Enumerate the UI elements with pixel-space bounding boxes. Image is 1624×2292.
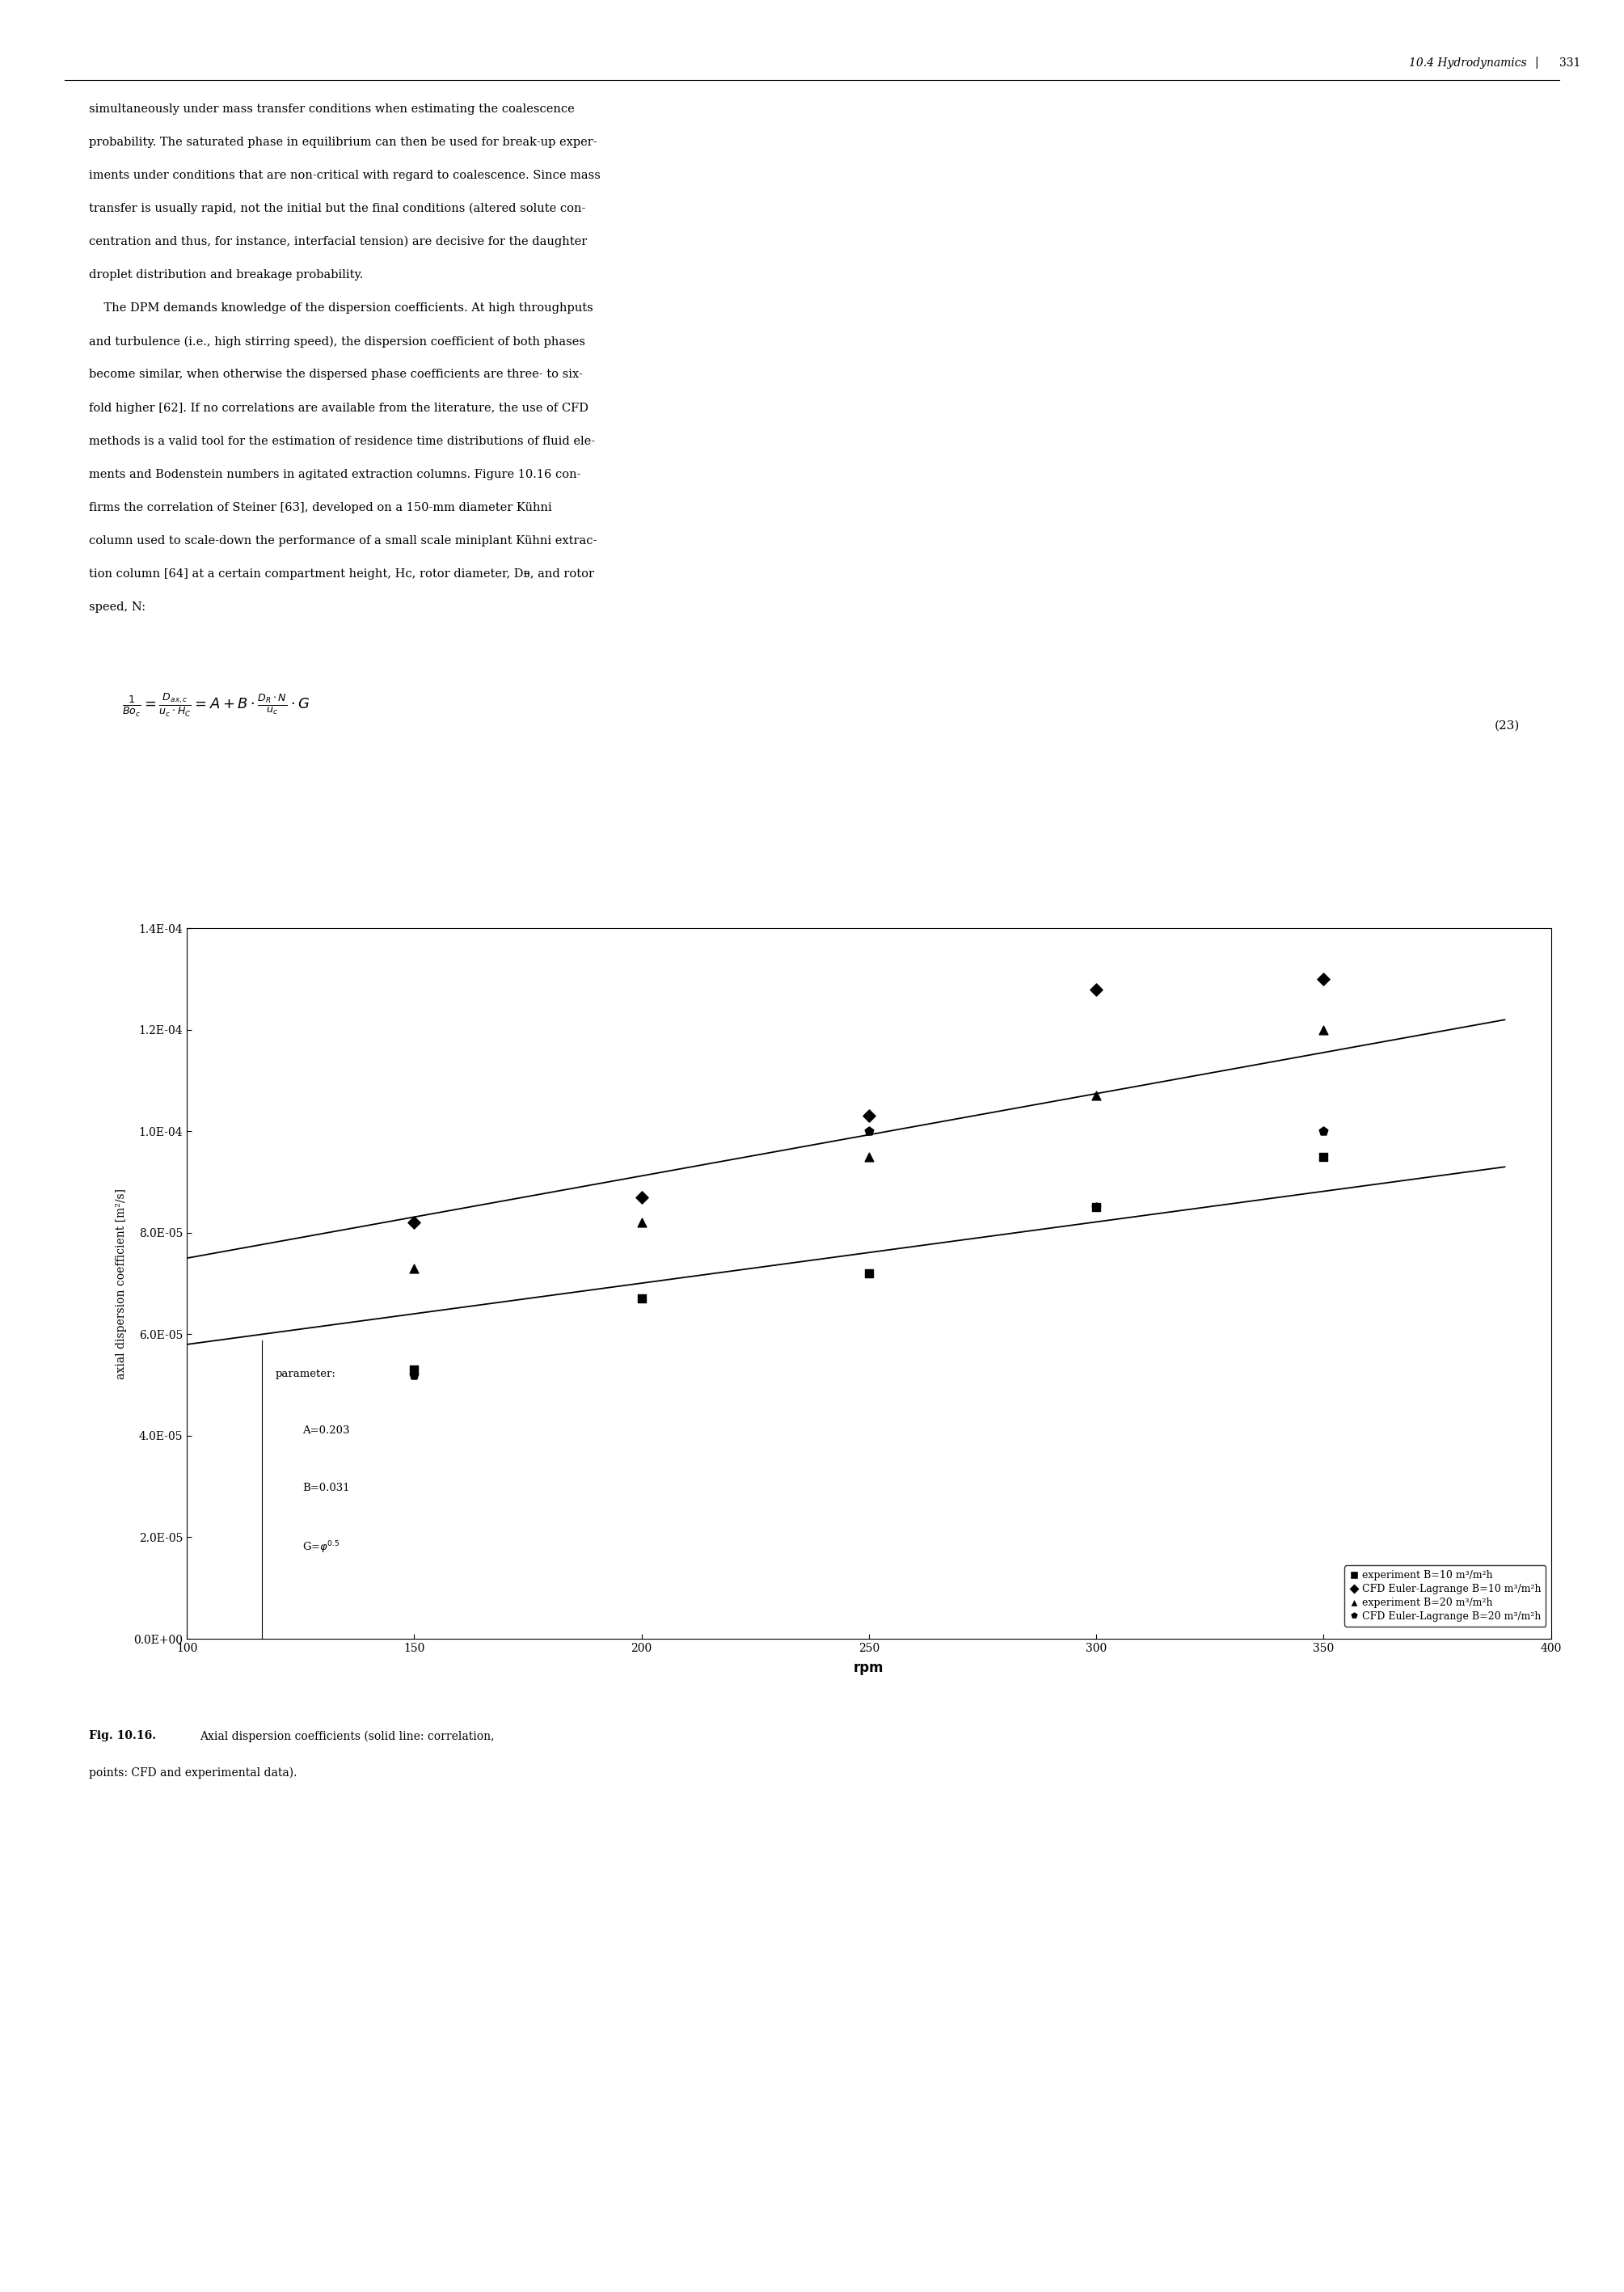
Point (856, 1139, 882, 1176)
Text: iments under conditions that are non-critical with regard to coalescence. Since : iments under conditions that are non-cri… (89, 170, 601, 181)
Text: centration and thus, for instance, interfacial tension) are decisive for the dau: centration and thus, for instance, inter… (89, 236, 588, 248)
X-axis label: rpm: rpm (854, 1662, 883, 1675)
Text: speed, N:: speed, N: (89, 601, 146, 612)
Point (401, 1249, 427, 1286)
Point (401, 1352, 427, 1389)
Point (1083, 1190, 1109, 1226)
Text: become similar, when otherwise the dispersed phase coefficients are three- to si: become similar, when otherwise the dispe… (89, 369, 583, 380)
Point (1083, 1077, 1109, 1114)
Text: firms the correlation of Steiner [63], developed on a 150-mm diameter Kühni: firms the correlation of Steiner [63], d… (89, 502, 552, 513)
Y-axis label: axial dispersion coefficient [m²/s]: axial dispersion coefficient [m²/s] (115, 1187, 127, 1380)
Point (856, 1256, 882, 1293)
Text: fold higher [62]. If no correlations are available from the literature, the use : fold higher [62]. If no correlations are… (89, 403, 590, 413)
Text: Fig. 10.16.: Fig. 10.16. (89, 1730, 156, 1742)
Text: probability. The saturated phase in equilibrium can then be used for break-up ex: probability. The saturated phase in equi… (89, 135, 598, 147)
Text: The DPM demands knowledge of the dispersion coefficients. At high throughputs: The DPM demands knowledge of the dispers… (89, 303, 593, 314)
Text: parameter:: parameter: (276, 1368, 336, 1380)
Point (628, 1281, 654, 1318)
Text: 10.4 Hydrodynamics: 10.4 Hydrodynamics (1410, 57, 1527, 69)
Text: 331: 331 (1559, 57, 1580, 69)
Point (628, 1178, 654, 1215)
Point (1311, 960, 1337, 997)
Text: $\frac{1}{Bo_c} = \frac{D_{ax,c}}{u_c \cdot H_C} = A + B \cdot \frac{D_R \cdot N: $\frac{1}{Bo_c} = \frac{D_{ax,c}}{u_c \c… (122, 692, 310, 720)
Point (1083, 1190, 1109, 1226)
Text: droplet distribution and breakage probability.: droplet distribution and breakage probab… (89, 270, 364, 280)
Text: simultaneously under mass transfer conditions when estimating the coalescence: simultaneously under mass transfer condi… (89, 103, 575, 115)
Point (1083, 972, 1109, 1008)
Point (856, 1114, 882, 1151)
Text: and turbulence (i.e., high stirring speed), the dispersion coefficient of both p: and turbulence (i.e., high stirring spee… (89, 337, 586, 348)
Text: points: CFD and experimental data).: points: CFD and experimental data). (89, 1767, 297, 1779)
Text: A=0.203: A=0.203 (302, 1426, 351, 1437)
Text: (23): (23) (1494, 720, 1520, 731)
Text: methods is a valid tool for the estimation of residence time distributions of fl: methods is a valid tool for the estimati… (89, 435, 596, 447)
Text: tion column [64] at a certain compartment height, Hᴄ, rotor diameter, Dᴃ, and ro: tion column [64] at a certain compartmen… (89, 568, 594, 580)
Point (856, 1098, 882, 1135)
Point (401, 1203, 427, 1240)
Text: Axial dispersion coefficients (solid line: correlation,: Axial dispersion coefficients (solid lin… (200, 1730, 494, 1742)
Text: transfer is usually rapid, not the initial but the final conditions (altered sol: transfer is usually rapid, not the initi… (89, 202, 586, 215)
Text: G=$\varphi^{0.5}$: G=$\varphi^{0.5}$ (302, 1540, 341, 1556)
Point (1311, 1139, 1337, 1176)
Text: column used to scale-down the performance of a small scale miniplant Kühni extra: column used to scale-down the performanc… (89, 536, 598, 545)
Text: ments and Bodenstein numbers in agitated extraction columns. Figure 10.16 con-: ments and Bodenstein numbers in agitated… (89, 470, 581, 479)
Point (1311, 1011, 1337, 1047)
Point (401, 1357, 427, 1394)
Point (1311, 1114, 1337, 1151)
Legend: experiment B=10 m³/m²h, CFD Euler-Lagrange B=10 m³/m²h, experiment B=20 m³/m²h, : experiment B=10 m³/m²h, CFD Euler-Lagran… (1345, 1565, 1546, 1627)
Text: B=0.031: B=0.031 (302, 1483, 351, 1492)
Text: |: | (1535, 57, 1538, 69)
Point (628, 1203, 654, 1240)
